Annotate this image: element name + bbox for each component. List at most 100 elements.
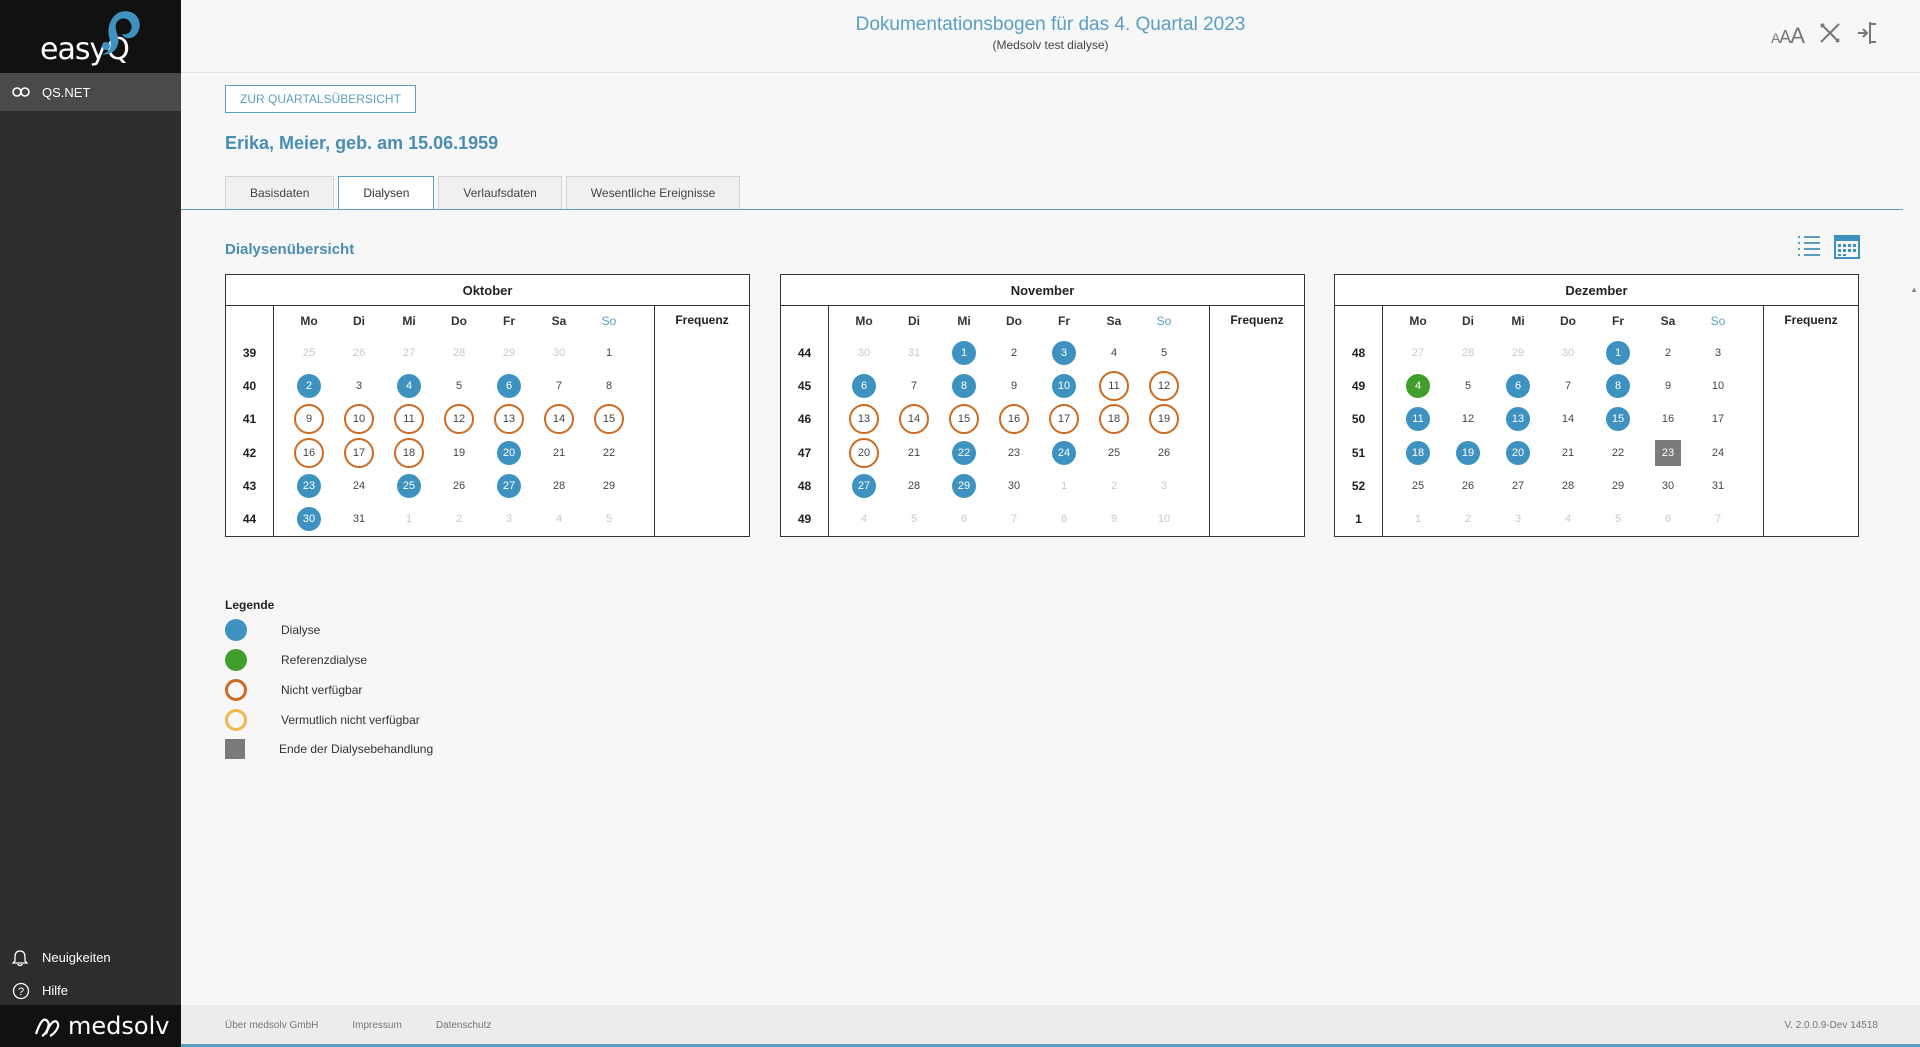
calendar-day[interactable]: 25	[1089, 441, 1139, 465]
calendar-day[interactable]: 20	[484, 440, 534, 465]
calendar-day[interactable]: 13	[839, 404, 889, 435]
calendar-day[interactable]: 27	[1493, 474, 1543, 498]
calendar-day[interactable]: 5	[1139, 341, 1189, 365]
tab-dialysen[interactable]: Dialysen	[338, 176, 435, 210]
calendar-day[interactable]: 13	[1493, 407, 1543, 432]
calendar-day[interactable]: 16	[1643, 407, 1693, 431]
calendar-day[interactable]: 28	[1443, 341, 1493, 365]
calendar-day[interactable]: 18	[1089, 404, 1139, 435]
calendar-day[interactable]: 12	[434, 404, 484, 435]
calendar-day[interactable]: 2	[434, 507, 484, 531]
calendar-day[interactable]: 15	[584, 404, 634, 435]
calendar-day[interactable]: 3	[1693, 341, 1743, 365]
calendar-day[interactable]: 13	[484, 404, 534, 435]
calendar-day[interactable]: 25	[384, 473, 434, 498]
calendar-day[interactable]: 28	[889, 474, 939, 498]
impressum-link[interactable]: Impressum	[352, 1020, 402, 1031]
calendar-day[interactable]: 26	[434, 474, 484, 498]
calendar-day[interactable]: 25	[284, 341, 334, 365]
calendar-day[interactable]: 21	[534, 441, 584, 465]
calendar-day[interactable]: 23	[989, 441, 1039, 465]
calendar-day[interactable]: 1	[1393, 507, 1443, 531]
calendar-day[interactable]: 20	[1493, 440, 1543, 465]
calendar-day[interactable]: 6	[484, 373, 534, 398]
calendar-day[interactable]: 3	[484, 507, 534, 531]
calendar-day[interactable]: 5	[1593, 507, 1643, 531]
calendar-day[interactable]: 24	[334, 474, 384, 498]
calendar-day[interactable]: 7	[534, 374, 584, 398]
calendar-day[interactable]: 25	[1393, 474, 1443, 498]
calendar-day[interactable]: 18	[384, 437, 434, 468]
calendar-day[interactable]: 29	[939, 473, 989, 498]
calendar-day[interactable]: 9	[284, 404, 334, 435]
calendar-day[interactable]: 4	[1393, 373, 1443, 398]
calendar-day[interactable]: 22	[1593, 441, 1643, 465]
calendar-day[interactable]: 27	[384, 341, 434, 365]
calendar-day[interactable]: 7	[1543, 374, 1593, 398]
logo[interactable]: easyQ	[0, 0, 181, 73]
calendar-day[interactable]: 28	[434, 341, 484, 365]
calendar-day[interactable]: 5	[584, 507, 634, 531]
calendar-day[interactable]: 6	[1493, 373, 1543, 398]
calendar-day[interactable]: 8	[584, 374, 634, 398]
calendar-day[interactable]: 1	[1039, 474, 1089, 498]
calendar-day[interactable]: 22	[939, 440, 989, 465]
tools-icon[interactable]	[1818, 21, 1842, 50]
calendar-day[interactable]: 2	[989, 341, 1039, 365]
calendar-day[interactable]: 27	[839, 473, 889, 498]
calendar-day[interactable]: 26	[1139, 441, 1189, 465]
calendar-day[interactable]: 3	[1493, 507, 1543, 531]
calendar-day[interactable]: 26	[334, 341, 384, 365]
calendar-day[interactable]: 18	[1393, 440, 1443, 465]
calendar-day[interactable]: 1	[1593, 340, 1643, 365]
calendar-day[interactable]: 16	[284, 437, 334, 468]
calendar-day[interactable]: 3	[1139, 474, 1189, 498]
calendar-day[interactable]: 10	[334, 404, 384, 435]
logout-icon[interactable]	[1856, 20, 1880, 51]
calendar-day[interactable]: 2	[1089, 474, 1139, 498]
back-to-quarter-overview-button[interactable]: ZUR QUARTALSÜBERSICHT	[225, 85, 416, 113]
calendar-day[interactable]: 26	[1443, 474, 1493, 498]
calendar-day[interactable]: 21	[889, 441, 939, 465]
calendar-day[interactable]: 14	[1543, 407, 1593, 431]
calendar-day[interactable]: 8	[1039, 507, 1089, 531]
calendar-day[interactable]: 3	[1039, 340, 1089, 365]
calendar-day[interactable]: 31	[889, 341, 939, 365]
calendar-day[interactable]: 30	[1543, 341, 1593, 365]
calendar-day[interactable]: 30	[284, 507, 334, 532]
calendar-day[interactable]: 11	[1393, 407, 1443, 432]
calendar-day[interactable]: 29	[584, 474, 634, 498]
calendar-day[interactable]: 5	[889, 507, 939, 531]
calendar-day[interactable]: 15	[1593, 407, 1643, 432]
calendar-day[interactable]: 19	[434, 441, 484, 465]
calendar-day[interactable]: 5	[1443, 374, 1493, 398]
calendar-day[interactable]: 29	[1593, 474, 1643, 498]
calendar-day[interactable]: 9	[989, 374, 1039, 398]
calendar-day[interactable]: 27	[1393, 341, 1443, 365]
calendar-day[interactable]: 6	[1643, 507, 1693, 531]
calendar-day[interactable]: 1	[584, 341, 634, 365]
calendar-day[interactable]: 6	[939, 507, 989, 531]
calendar-day[interactable]: 14	[889, 404, 939, 435]
calendar-day[interactable]: 2	[1443, 507, 1493, 531]
calendar-day[interactable]: 9	[1089, 507, 1139, 531]
calendar-day[interactable]: 4	[384, 373, 434, 398]
calendar-day[interactable]: 1	[939, 340, 989, 365]
calendar-day[interactable]: 21	[1543, 441, 1593, 465]
privacy-link[interactable]: Datenschutz	[435, 1020, 492, 1031]
calendar-day[interactable]: 7	[1693, 507, 1743, 531]
font-size-icon[interactable]: AAA	[1770, 22, 1805, 48]
calendar-day[interactable]: 4	[1543, 507, 1593, 531]
tab-wesentliche-ereignisse[interactable]: Wesentliche Ereignisse	[565, 176, 741, 209]
calendar-day[interactable]: 29	[484, 341, 534, 365]
calendar-day[interactable]: 11	[1089, 370, 1139, 401]
calendar-day[interactable]: 1	[384, 507, 434, 531]
calendar-day[interactable]: 19	[1443, 440, 1493, 465]
calendar-day[interactable]: 8	[1593, 373, 1643, 398]
calendar-day[interactable]: 4	[839, 507, 889, 531]
calendar-day[interactable]: 29	[1493, 341, 1543, 365]
calendar-day[interactable]: 17	[1039, 404, 1089, 435]
tab-basisdaten[interactable]: Basisdaten	[225, 176, 335, 209]
calendar-day[interactable]: 31	[334, 507, 384, 531]
about-link[interactable]: Über medsolv GmbH	[225, 1020, 319, 1031]
